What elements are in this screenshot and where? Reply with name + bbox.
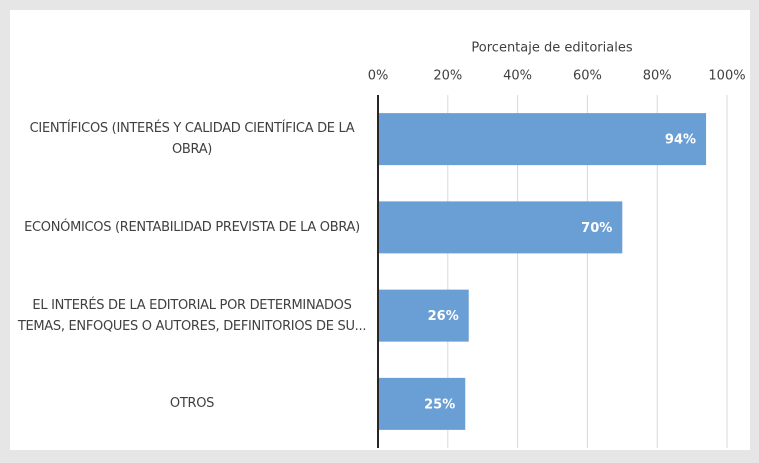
x-tick-label: 60% — [573, 69, 602, 84]
y-tick-label-box: ECONÓMICOS (RENTABILIDAD PREVISTA DE LA … — [24, 219, 360, 235]
data-label: 70% — [581, 221, 612, 236]
data-label: 26% — [428, 309, 459, 324]
x-tick-label: 0% — [368, 69, 389, 84]
data-label: 94% — [665, 133, 696, 148]
y-tick-label: EL INTERÉS DE LA EDITORIAL POR DETERMINA… — [17, 297, 367, 334]
y-tick-label-box: OTROS — [169, 396, 215, 412]
bar — [378, 113, 707, 166]
y-tick-label-box: EL INTERÉS DE LA EDITORIAL POR DETERMINA… — [17, 297, 367, 334]
y-tick-label-box: CIENTÍFICOS (INTERÉS Y CALIDAD CIENTÍFIC… — [29, 121, 355, 158]
bar — [378, 201, 623, 254]
y-tick-label: ECONÓMICOS (RENTABILIDAD PREVISTA DE LA … — [24, 219, 360, 235]
x-tick-label: 100% — [708, 69, 745, 84]
data-label: 25% — [424, 397, 455, 412]
x-axis-title: Porcentaje de editoriales — [471, 41, 632, 56]
bar — [378, 289, 469, 342]
y-tick-label: OTROS — [169, 396, 215, 412]
x-tick-label: 80% — [643, 69, 672, 84]
bar — [378, 377, 466, 430]
x-tick-label: 40% — [503, 69, 532, 84]
x-tick-label: 20% — [433, 69, 462, 84]
y-tick-label: CIENTÍFICOS (INTERÉS Y CALIDAD CIENTÍFIC… — [29, 121, 355, 158]
